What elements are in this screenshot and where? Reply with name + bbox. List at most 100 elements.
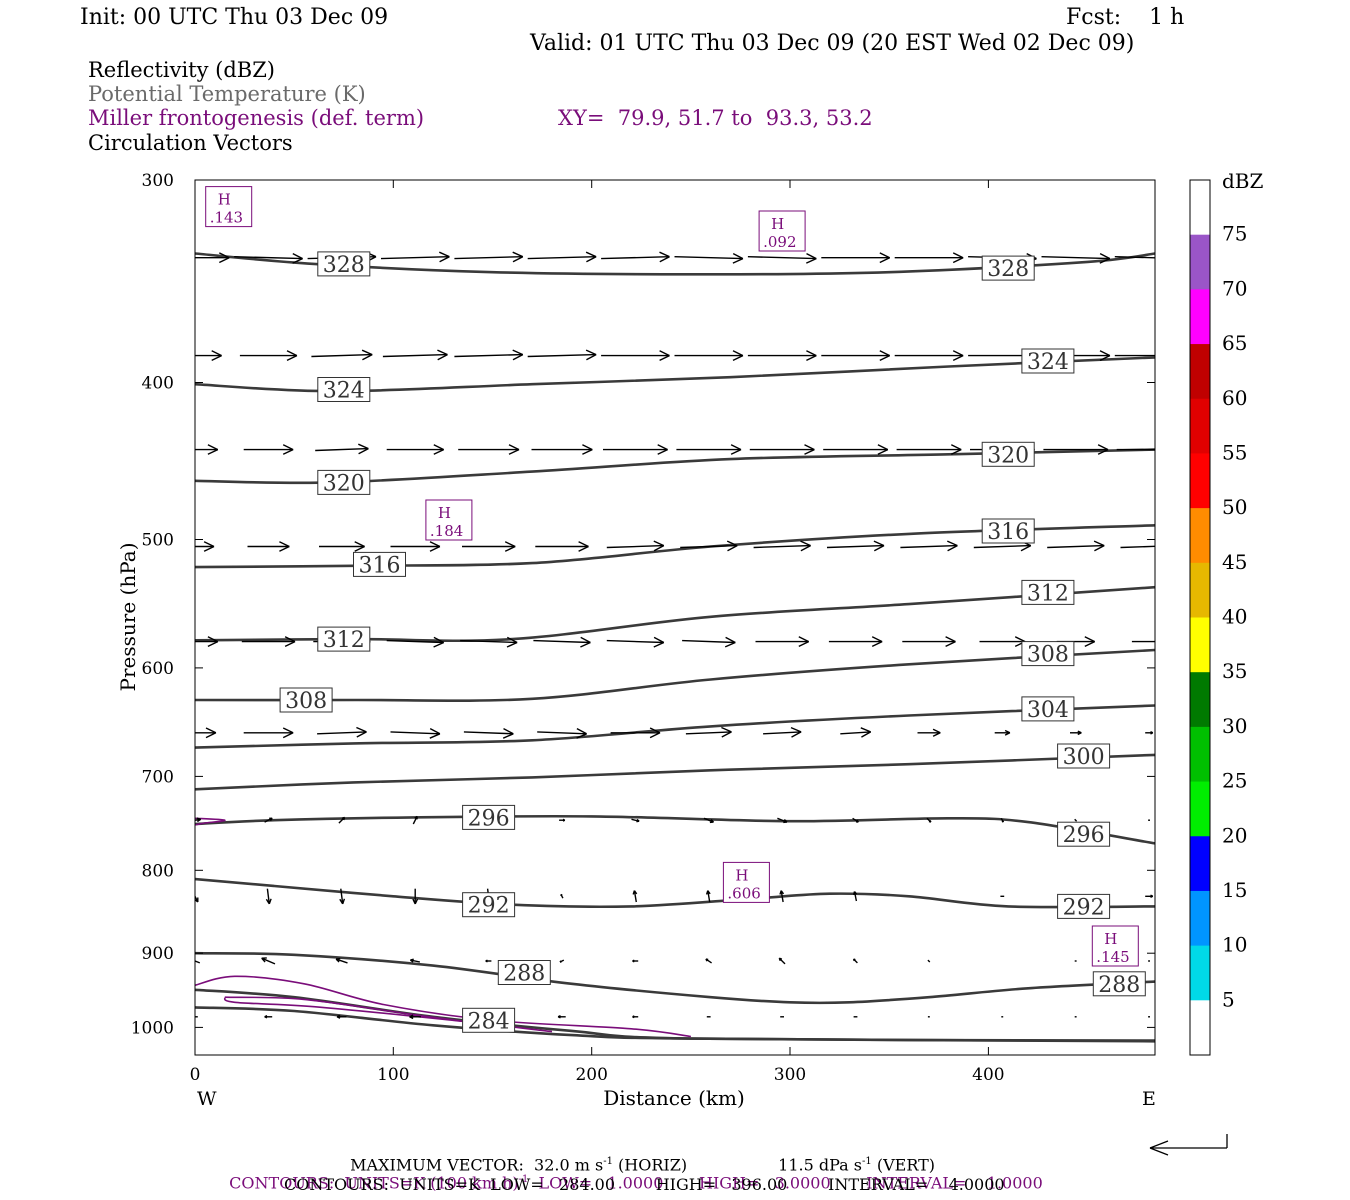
colorbar-title: dBZ — [1222, 169, 1264, 193]
theta-contour-304 — [195, 704, 1155, 749]
circulation-vector — [703, 817, 715, 824]
colorbar-swatch — [1190, 289, 1210, 345]
circulation-vector — [1047, 540, 1105, 552]
circulation-vector — [261, 957, 276, 965]
max-vector-horiz-tail: (HORIZ) — [612, 1155, 688, 1175]
circulation-vector — [386, 636, 445, 648]
contour-label-text: 328 — [987, 257, 1029, 282]
max-vector-line: MAXIMUM VECTOR: 32.0 m s-1 (HORIZ) — [340, 1141, 687, 1173]
high-value: .606 — [727, 884, 760, 902]
circulation-vector — [900, 540, 958, 552]
circulation-vector — [535, 541, 589, 552]
theta-contour-300 — [195, 753, 1155, 791]
circulation-vector — [485, 959, 492, 963]
max-vector-vert: 11.5 dPa s — [778, 1155, 863, 1175]
contour-label: 300 — [1057, 743, 1111, 770]
circulation-vector — [380, 251, 450, 263]
contour-label-text: 308 — [1027, 643, 1069, 668]
contour-label-text: 312 — [323, 628, 365, 653]
colorbar-label: 45 — [1222, 550, 1247, 574]
contour-label-text: 300 — [1063, 745, 1105, 770]
circulation-vector — [458, 444, 520, 455]
colorbar-label: 25 — [1222, 769, 1247, 793]
circulation-vector — [632, 890, 638, 903]
contour-label: 288 — [1092, 971, 1146, 998]
circulation-vector — [1043, 444, 1109, 455]
colorbar-label: 30 — [1222, 714, 1247, 738]
colorbar-label: 40 — [1222, 605, 1247, 629]
colorbar-swatch — [1190, 890, 1210, 947]
circulation-vector — [779, 890, 785, 903]
x-tick-label: 0 — [190, 1065, 201, 1085]
circulation-vector — [195, 1016, 198, 1018]
circulation-vector — [852, 817, 859, 823]
contour-label-text: 324 — [323, 379, 365, 404]
circulation-vector — [454, 251, 524, 263]
circulation-vector — [1000, 817, 1004, 823]
circulation-vector — [1074, 818, 1078, 822]
circulation-vector — [852, 958, 858, 964]
max-vector-vert-line: 11.5 dPa s-1 (VERT) — [768, 1141, 935, 1173]
contour-label: 284 — [462, 1007, 516, 1034]
contour-label-text: 284 — [468, 1009, 510, 1034]
circulation-vector — [412, 815, 418, 825]
circulation-vector — [747, 350, 817, 362]
circulation-vector — [454, 349, 524, 361]
circulation-vector — [994, 729, 1011, 736]
contour-label-text: 308 — [285, 689, 327, 714]
circulation-vector — [917, 728, 941, 737]
colorbar-swatch — [1190, 562, 1210, 618]
circulation-vector — [247, 541, 290, 552]
circulation-vector — [610, 727, 661, 739]
colorbar-swatch — [1190, 344, 1210, 400]
circulation-vector — [1114, 354, 1155, 357]
circulation-vector — [315, 443, 369, 455]
plot-frame — [194, 179, 1156, 1056]
high-letter: H — [218, 191, 231, 209]
circulation-vector — [195, 252, 230, 264]
frontogenesis-high-marker: H.145 — [1091, 925, 1139, 967]
frontogenesis-contour-2 — [224, 996, 483, 1025]
high-value: .184 — [430, 522, 463, 540]
circulation-vector — [460, 636, 518, 648]
forecast-hour: Fcst: 1 h — [1066, 5, 1185, 30]
contour-label-text: 292 — [1063, 895, 1105, 920]
colorbar-swatch — [1190, 945, 1210, 1001]
circulation-vector — [311, 349, 373, 361]
colorbar-swatch — [1190, 617, 1210, 673]
colorbar-label: 20 — [1222, 823, 1247, 847]
contour-label: 324 — [1021, 348, 1075, 375]
field-frontogenesis: Miller frontogenesis (def. term) — [88, 106, 425, 130]
contour-label-text: 304 — [1027, 698, 1069, 723]
circulation-vector — [749, 444, 815, 455]
contour-label: 308 — [1021, 641, 1075, 668]
circulation-vector — [560, 893, 564, 899]
circulation-vector — [195, 636, 219, 648]
colorbar-swatch — [1190, 836, 1210, 892]
circulation-vector — [680, 540, 738, 552]
colorbar-label: 70 — [1222, 276, 1247, 300]
circulation-vector — [243, 727, 294, 739]
circulation-vector — [195, 894, 199, 903]
circulation-vector — [705, 890, 711, 903]
circulation-vector — [1145, 730, 1154, 735]
field-theta: Potential Temperature (K) — [88, 82, 366, 106]
high-value: .143 — [210, 209, 243, 227]
fronto-contour-range: LOW= 1.0000 HIGH= 3.0000 INTERVAL= 1.000… — [528, 1173, 1043, 1193]
y-tick-label: 300 — [142, 171, 174, 191]
high-letter: H — [771, 215, 784, 233]
y-tick-label: 900 — [142, 944, 174, 964]
contour-label: 320 — [317, 469, 371, 496]
circulation-vector — [778, 957, 786, 965]
circulation-vector — [705, 958, 712, 964]
circulation-vector — [264, 817, 273, 823]
colorbar-swatch — [1190, 234, 1210, 290]
theta-contour-316 — [195, 524, 1155, 569]
circulation-vector — [902, 636, 956, 648]
colorbar-label: 35 — [1222, 659, 1247, 683]
y-tick-label: 700 — [142, 767, 174, 787]
circulation-vector — [927, 959, 931, 963]
circulation-vector — [462, 541, 516, 552]
contour-label-text: 316 — [987, 520, 1029, 545]
